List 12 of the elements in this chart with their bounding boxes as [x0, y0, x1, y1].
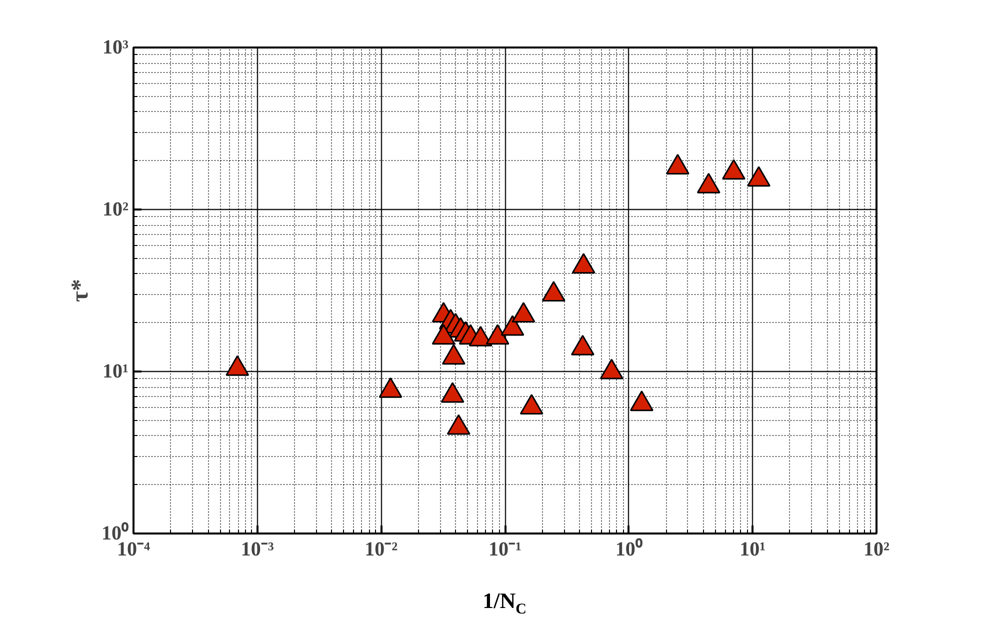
x-tick-label: 10⁻² — [364, 538, 398, 560]
x-tick-label: 10⁰ — [615, 538, 642, 560]
x-tick-label: 10¹ — [740, 538, 766, 560]
x-axis-title: 1/N$_{C}$ — [482, 587, 528, 620]
y-axis-title: τ* — [68, 278, 94, 302]
x-tick-label: 10⁻³ — [240, 538, 274, 560]
x-tick-label: 10² — [864, 538, 890, 560]
y-tick-label: 10² — [102, 198, 129, 220]
x-tick-label: 10⁻¹ — [488, 538, 522, 560]
y-tick-label: 10³ — [102, 36, 129, 58]
y-tick-label: 10¹ — [102, 360, 129, 382]
x-tick-label: 10⁻⁴ — [117, 538, 150, 560]
